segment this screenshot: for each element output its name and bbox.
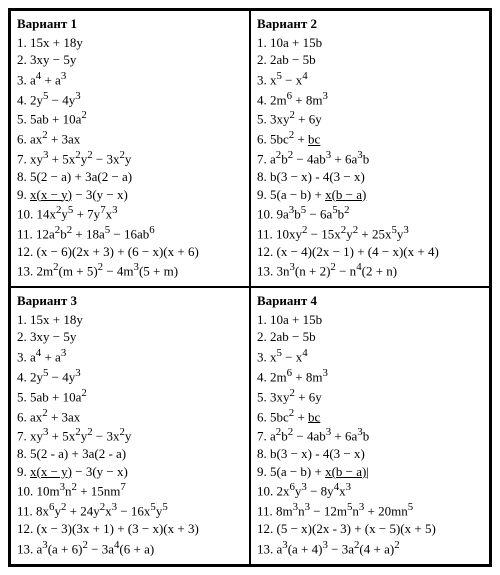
expression-row: 11. 8m3n3 − 12m5n3 + 20mn5 xyxy=(257,500,483,520)
expression-row: 10. 14x2y5 + 7y7x3 xyxy=(17,203,243,223)
variants-grid: Вариант 11. 15x + 18y2. 3xy − 5y3. a4 + … xyxy=(8,8,492,567)
expression-row: 6. ax2 + 3ax xyxy=(17,128,243,148)
expression-row: 3. a4 + a3 xyxy=(17,346,243,366)
expression-row: 13. 3n3(n + 2)2 − n4(2 + n) xyxy=(257,260,483,280)
expression-row: 6. 5bc2 + bc xyxy=(257,128,483,148)
expression-row: 3. a4 + a3 xyxy=(17,69,243,89)
variant-cell-2: Вариант 21. 10a + 15b2. 2ab − 5b3. x5 − … xyxy=(250,10,490,287)
expression-row: 6. 5bc2 + bc xyxy=(257,406,483,426)
variant-cell-1: Вариант 11. 15x + 18y2. 3xy − 5y3. a4 + … xyxy=(10,10,250,287)
expression-row: 9. x(x − y) − 3(y − x) xyxy=(17,463,243,481)
expression-row: 9. 5(a − b) + x(b − a)| xyxy=(257,463,483,481)
expression-row: 8. 5(2 − a) + 3a(2 − a) xyxy=(17,168,243,186)
variant-title: Вариант 1 xyxy=(17,15,243,33)
expression-row: 4. 2m6 + 8m3 xyxy=(257,89,483,109)
expression-row: 5. 3xy2 + 6y xyxy=(257,108,483,128)
expression-row: 1. 10a + 15b xyxy=(257,34,483,52)
expression-row: 13. 2m2(m + 5)2 − 4m3(5 + m) xyxy=(17,260,243,280)
expression-row: 4. 2y5 − 4y3 xyxy=(17,366,243,386)
expression-row: 12. (5 − x)(2x - 3) + (x − 5)(x + 5) xyxy=(257,520,483,538)
expression-row: 2. 2ab − 5b xyxy=(257,328,483,346)
expression-row: 8. 5(2 - a) + 3a(2 - a) xyxy=(17,445,243,463)
expression-row: 10. 10m3n2 + 15nm7 xyxy=(17,480,243,500)
expression-row: 4. 2y5 − 4y3 xyxy=(17,89,243,109)
expression-row: 11. 12a2b2 + 18a5 − 16ab6 xyxy=(17,223,243,243)
expression-row: 12. (x − 3)(3x + 1) + (3 − x)(x + 3) xyxy=(17,520,243,538)
variant-title: Вариант 2 xyxy=(257,15,483,33)
variant-cell-3: Вариант 31. 15x + 18y2. 3xy − 5y3. a4 + … xyxy=(10,287,250,564)
expression-row: 11. 10xy2 − 15x2y2 + 25x5y3 xyxy=(257,223,483,243)
expression-row: 10. 9a3b5 − 6a5b2 xyxy=(257,203,483,223)
expression-row: 4. 2m6 + 8m3 xyxy=(257,366,483,386)
expression-row: 11. 8x6y2 + 24y2x3 − 16x5y5 xyxy=(17,500,243,520)
expression-row: 12. (x − 4)(2x − 1) + (4 − x)(x + 4) xyxy=(257,243,483,261)
expression-row: 13. a3(a + 4)3 − 3a2(4 + a)2 xyxy=(257,538,483,558)
expression-row: 3. x5 − x4 xyxy=(257,69,483,89)
expression-row: 1. 15x + 18y xyxy=(17,34,243,52)
expression-row: 10. 2x6y3 − 8y4x3 xyxy=(257,480,483,500)
expression-row: 6. ax2 + 3ax xyxy=(17,406,243,426)
expression-row: 7. a2b2 − 4ab3 + 6a3b xyxy=(257,425,483,445)
expression-row: 3. x5 − x4 xyxy=(257,346,483,366)
expression-row: 7. xy3 + 5x2y2 − 3x2y xyxy=(17,148,243,168)
variant-cell-4: Вариант 41. 10a + 15b2. 2ab − 5b3. x5 − … xyxy=(250,287,490,564)
expression-row: 5. 5ab + 10a2 xyxy=(17,108,243,128)
expression-row: 5. 3xy2 + 6y xyxy=(257,386,483,406)
expression-row: 8. b(3 − x) - 4(3 − x) xyxy=(257,445,483,463)
expression-row: 2. 3xy − 5y xyxy=(17,51,243,69)
expression-row: 1. 15x + 18y xyxy=(17,311,243,329)
expression-row: 8. b(3 − x) - 4(3 − x) xyxy=(257,168,483,186)
expression-row: 9. 5(a − b) + x(b − a) xyxy=(257,186,483,204)
expression-row: 2. 3xy − 5y xyxy=(17,328,243,346)
variant-title: Вариант 4 xyxy=(257,292,483,310)
expression-row: 7. a2b2 − 4ab3 + 6a3b xyxy=(257,148,483,168)
expression-row: 5. 5ab + 10a2 xyxy=(17,386,243,406)
variant-title: Вариант 3 xyxy=(17,292,243,310)
expression-row: 7. xy3 + 5x2y2 − 3x2y xyxy=(17,425,243,445)
expression-row: 1. 10a + 15b xyxy=(257,311,483,329)
expression-row: 13. a3(a + 6)2 − 3a4(6 + a) xyxy=(17,538,243,558)
expression-row: 2. 2ab − 5b xyxy=(257,51,483,69)
expression-row: 12. (x − 6)(2x + 3) + (6 − x)(x + 6) xyxy=(17,243,243,261)
expression-row: 9. x(x − y) − 3(y − x) xyxy=(17,186,243,204)
